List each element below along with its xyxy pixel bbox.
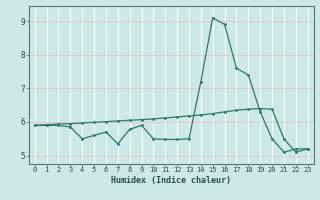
X-axis label: Humidex (Indice chaleur): Humidex (Indice chaleur) [111, 176, 231, 185]
